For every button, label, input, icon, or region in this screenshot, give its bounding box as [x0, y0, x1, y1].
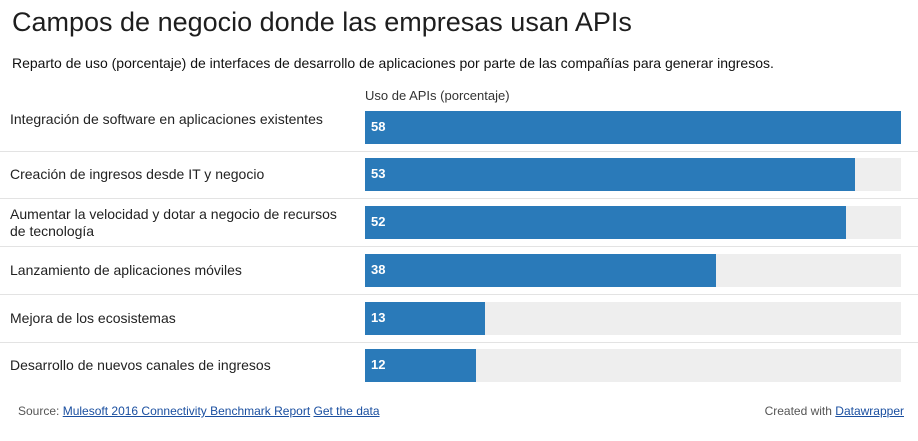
source-prefix: Source:	[18, 404, 60, 418]
category-label: Desarrollo de nuevos canales de ingresos	[10, 357, 271, 373]
category-label: Integración de software en aplicaciones …	[10, 111, 323, 127]
bar-value-label: 12	[371, 357, 386, 372]
source-link[interactable]: Mulesoft 2016 Connectivity Benchmark Rep…	[62, 404, 311, 418]
bar-value-label: 38	[371, 262, 386, 277]
bar: 13	[365, 302, 486, 335]
datawrapper-link[interactable]: Datawrapper	[835, 404, 904, 418]
row-divider	[0, 294, 918, 295]
bar: 12	[365, 349, 476, 382]
row-divider	[0, 198, 918, 199]
created-prefix: Created with	[764, 404, 832, 418]
bar-track: 58	[365, 111, 901, 144]
bar-value-label: 52	[371, 214, 386, 229]
category-label: Lanzamiento de aplicaciones móviles	[10, 262, 242, 278]
row-divider	[0, 151, 918, 152]
bar-value-label: 53	[371, 166, 386, 181]
bar-value-label: 58	[371, 119, 386, 134]
bar: 53	[365, 158, 855, 191]
get-data-link[interactable]: Get the data	[313, 404, 380, 418]
chart-subtitle: Reparto de uso (porcentaje) de interface…	[12, 55, 774, 71]
row-divider	[0, 342, 918, 343]
bar-track: 38	[365, 254, 901, 287]
footer-credit: Created with Datawrapper	[765, 404, 904, 418]
bar-track: 53	[365, 158, 901, 191]
footer-source: Source: Mulesoft 2016 Connectivity Bench…	[18, 404, 380, 418]
bar-track: 13	[365, 302, 901, 335]
bar: 52	[365, 206, 846, 239]
column-header: Uso de APIs (porcentaje)	[365, 88, 510, 103]
bar: 38	[365, 254, 717, 287]
category-label: Creación de ingresos desde IT y negocio	[10, 166, 265, 182]
bar-track: 12	[365, 349, 901, 382]
chart-title: Campos de negocio donde las empresas usa…	[12, 7, 632, 37]
bar-track: 52	[365, 206, 901, 239]
bar-value-label: 13	[371, 310, 386, 325]
category-label: Mejora de los ecosistemas	[10, 310, 176, 326]
row-divider	[0, 246, 918, 247]
bar: 58	[365, 111, 901, 144]
category-label: Aumentar la velocidad y dotar a negocio …	[10, 206, 337, 239]
